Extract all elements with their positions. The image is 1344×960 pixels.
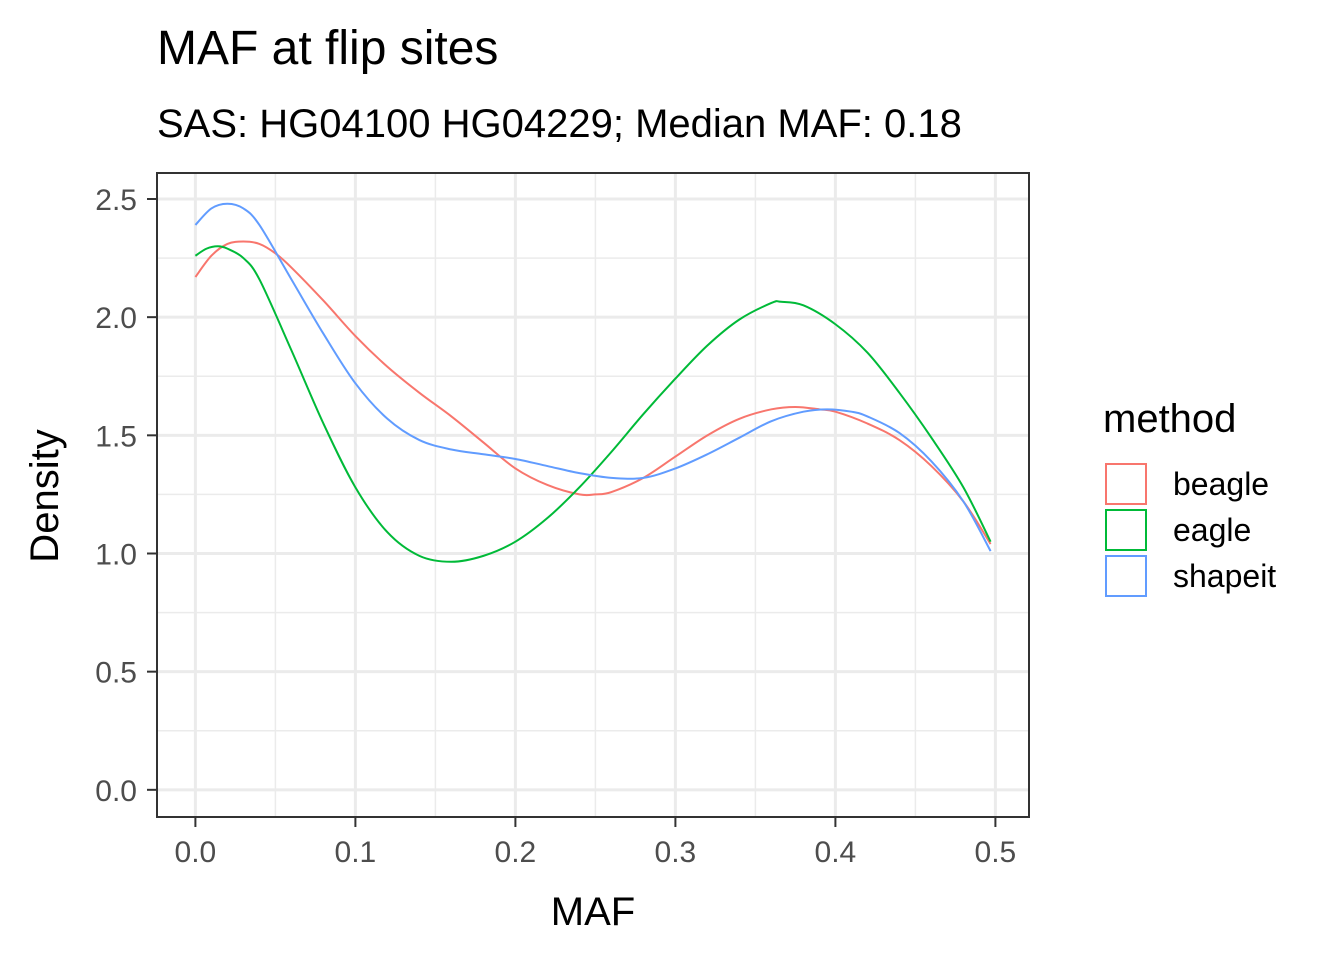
y-axis-title: Density	[23, 429, 67, 562]
series-line-eagle	[194, 245, 992, 563]
x-tick-label: 0.4	[815, 836, 857, 869]
chart-subtitle: SAS: HG04100 HG04229; Median MAF: 0.18	[157, 102, 962, 146]
legend-label-shapeit: shapeit	[1173, 558, 1276, 594]
series-line-shapeit	[194, 202, 992, 552]
legend-title: method	[1103, 397, 1236, 441]
chart-title: MAF at flip sites	[157, 22, 498, 75]
x-tick-label: 0.2	[495, 836, 537, 869]
x-tick-label: 0.0	[175, 836, 217, 869]
legend: method beagle eagle shapeit	[1103, 397, 1276, 598]
legend-label-eagle: eagle	[1173, 512, 1251, 548]
x-axis: 0.0 0.1 0.2 0.3 0.4 0.5	[175, 817, 1017, 869]
y-tick-label: 1.5	[95, 420, 137, 453]
y-tick-label: 2.0	[95, 302, 137, 335]
y-tick-label: 1.0	[95, 538, 137, 571]
x-tick-label: 0.1	[335, 836, 377, 869]
legend-key-eagle	[1105, 509, 1147, 551]
x-axis-title: MAF	[551, 890, 635, 934]
legend-key-beagle	[1105, 463, 1147, 505]
legend-key-background	[1104, 462, 1148, 506]
panel-border	[156, 172, 1030, 818]
y-tick-label: 0.0	[95, 775, 137, 808]
legend-key-background	[1104, 554, 1148, 598]
y-tick-label: 0.5	[95, 657, 137, 690]
legend-key-shapeit	[1105, 555, 1147, 597]
x-tick-label: 0.5	[975, 836, 1017, 869]
x-tick-label: 0.3	[655, 836, 697, 869]
major-gridlines	[157, 173, 1029, 817]
legend-key-background	[1104, 508, 1148, 552]
legend-label-beagle: beagle	[1173, 466, 1269, 502]
y-tick-label: 2.5	[95, 184, 137, 217]
series-lines	[194, 202, 992, 563]
plot-area	[156, 172, 1030, 818]
y-axis: 0.0 0.5 1.0 1.5 2.0 2.5	[95, 184, 157, 808]
